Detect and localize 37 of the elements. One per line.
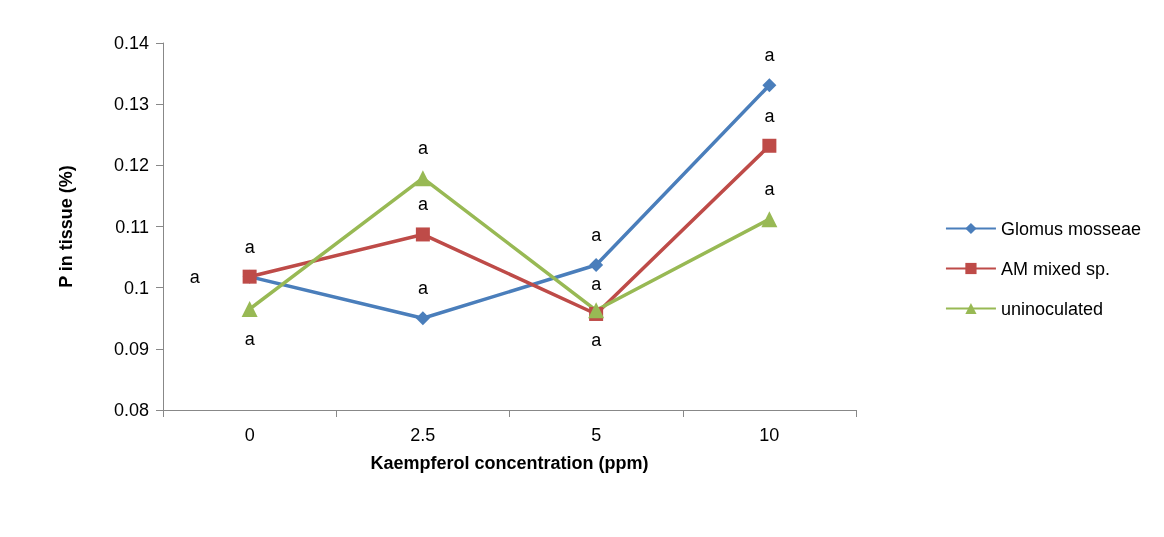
annotation: a [764,45,776,66]
x-tick-label: 5 [591,425,602,445]
annotation: a [591,330,603,351]
point [415,227,430,242]
annotation: a [764,105,776,126]
point [588,302,605,319]
y-tick-label: 0.11 [115,216,149,237]
point [762,138,777,153]
annotation: a [591,273,603,294]
point [415,311,430,326]
annotation: a [591,225,603,246]
y-tick-label: 0.08 [113,400,149,420]
point [762,78,777,93]
annotation: a [244,236,256,257]
y-tick-label: 0.14 [113,33,149,53]
annotation: a [417,138,429,159]
y-tick-label: 0.13 [113,94,149,115]
point [761,211,778,228]
legend-label: uninoculated [1000,298,1104,319]
legend-label: Glomus mosseae [1000,218,1142,239]
annotation: a [244,329,256,350]
x-tick-label: 0 [244,425,255,445]
x-axis-title: Kaempferol concentration (ppm) [370,453,649,473]
point [241,301,258,318]
y-tick-label: 0.09 [113,338,149,359]
y-tick-label: 0.12 [113,155,149,176]
y-tick-label: 0.1 [123,277,149,298]
x-tick-label: 10 [759,425,780,445]
annotation: a [189,266,201,287]
point [589,258,604,273]
annotation: a [417,278,429,299]
point [414,170,431,187]
y-axis-title: P in tissue (%) [56,165,76,288]
annotation: a [417,194,429,215]
x-tick-label: 2.5 [410,425,436,445]
legend-label: AM mixed sp. [1000,258,1110,279]
annotation: a [764,179,776,200]
